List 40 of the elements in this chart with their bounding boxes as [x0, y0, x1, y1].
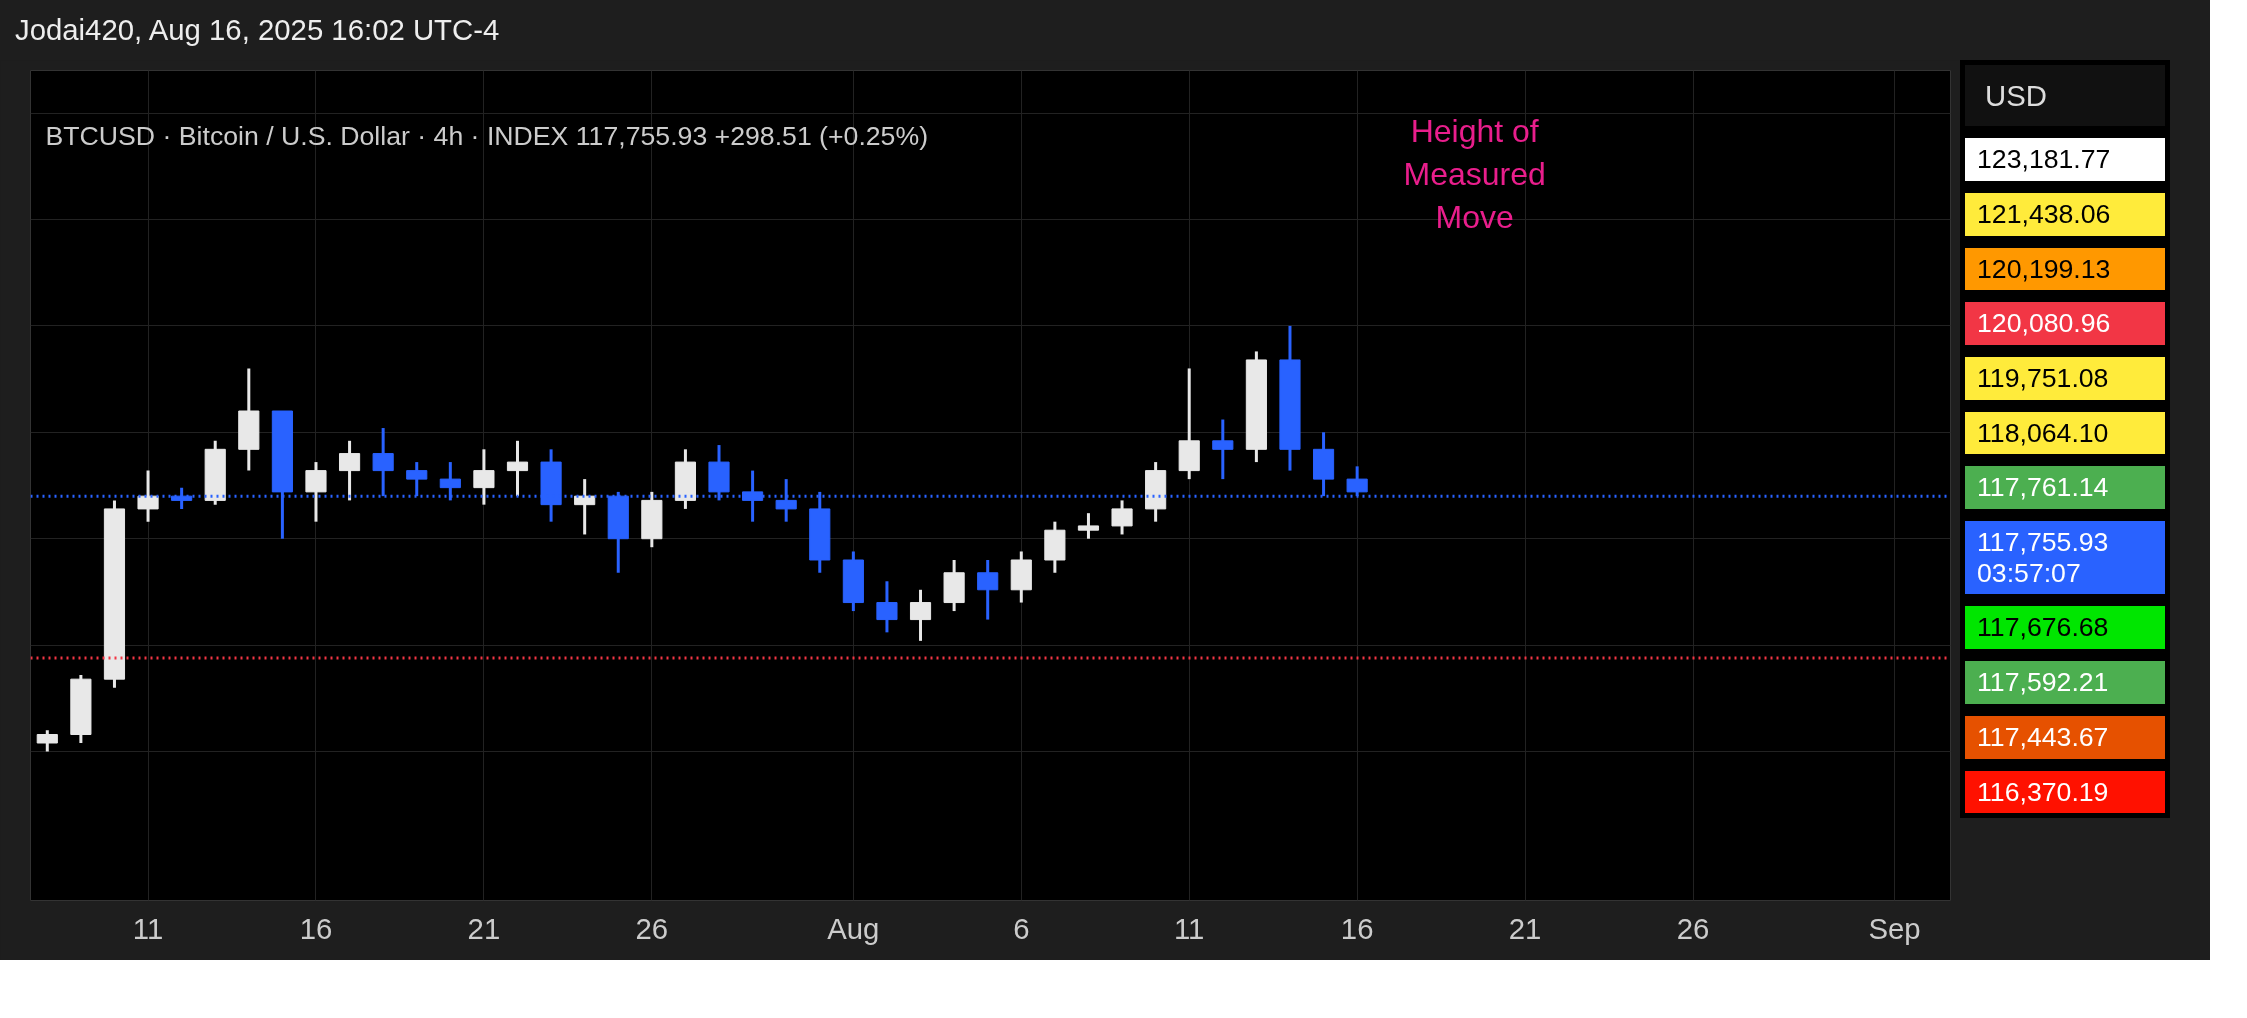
text: BTCUSD · Bitcoin / U.S. Dollar · 4h · INDEX 117,755.93 +298.51 (+0.25%) [45, 120, 929, 151]
candlestick [338, 440, 361, 502]
x-tick-label: 26 [635, 911, 669, 945]
x-tick-label: 16 [1340, 911, 1374, 945]
candlestick [36, 729, 58, 753]
text: 117,676.68 [1977, 612, 2109, 644]
text: USD [1985, 78, 2047, 113]
x-tick-label: 26 [1676, 911, 1710, 945]
x-tick-label: 16 [299, 911, 333, 945]
text: 123,181.77 [1977, 144, 2111, 176]
candlestick [977, 559, 999, 620]
x-tick-label: 21 [467, 911, 501, 945]
x-tick-label: Sep [1868, 911, 1921, 945]
text: 117,755.93 03:57:07 [1977, 527, 2109, 589]
x-tick-label: 21 [1508, 911, 1542, 945]
candlestick [1111, 500, 1133, 536]
candlestick [574, 478, 596, 536]
text: 121,438.06 [1977, 199, 2111, 230]
text: 117,592.21 [1977, 667, 2109, 698]
text: 118,064.10 [1977, 417, 2109, 449]
text: 117,761.14 [1977, 472, 2109, 504]
candlestick [876, 580, 898, 634]
text: Jodai420, Aug 16, 2025 16:02 UTC-4 [15, 13, 500, 47]
x-tick-label: 11 [1173, 911, 1205, 945]
x-tick-label: Aug [827, 911, 880, 945]
x-tick-label: 11 [132, 911, 164, 945]
text: 120,199.13 [1977, 253, 2111, 285]
candlestick [1212, 419, 1234, 481]
text: 117,443.67 [1977, 721, 2109, 753]
text: 120,080.96 [1977, 308, 2111, 340]
x-tick-label: 6 [1013, 911, 1030, 945]
candlestick [137, 470, 159, 522]
text: 116,370.19 [1977, 776, 2109, 808]
candlestick [909, 589, 932, 641]
candlestick [473, 449, 495, 505]
candlestick [305, 461, 327, 522]
text: Height of Measured Move [1403, 112, 1546, 236]
candlestick [1077, 512, 1100, 539]
text: 119,751.08 [1977, 363, 2109, 394]
candlestick [506, 440, 529, 498]
